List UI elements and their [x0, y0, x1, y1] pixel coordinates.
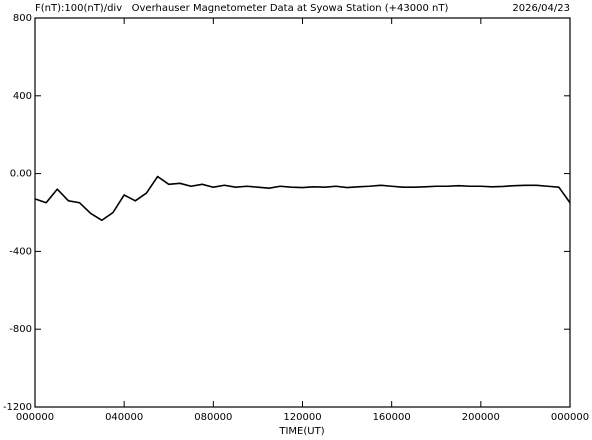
data-line	[34, 175, 571, 222]
x-tick-label: 200000	[462, 412, 500, 423]
x-tick-label: 040000	[105, 412, 143, 423]
x-tick-label: 120000	[283, 412, 321, 423]
y-tick-label: 400	[13, 91, 32, 102]
y-tick-label: -1200	[3, 402, 32, 413]
y-tick-label: -400	[9, 246, 32, 257]
x-axis-label: TIME(UT)	[278, 426, 324, 437]
x-tick-label: 000000	[16, 412, 54, 423]
x-tick-label: 160000	[373, 412, 411, 423]
x-tick-label: 080000	[194, 412, 232, 423]
y-tick-label: -800	[9, 324, 32, 335]
y-tick-label: 0.00	[10, 169, 32, 180]
chart-title: Overhauser Magnetometer Data at Syowa St…	[132, 3, 449, 14]
y-tick-label: 800	[13, 13, 32, 24]
date-label: 2026/04/23	[512, 3, 570, 14]
y-axis-label: F(nT):100(nT)/div	[35, 3, 122, 14]
x-tick-label: 000000	[551, 412, 589, 423]
